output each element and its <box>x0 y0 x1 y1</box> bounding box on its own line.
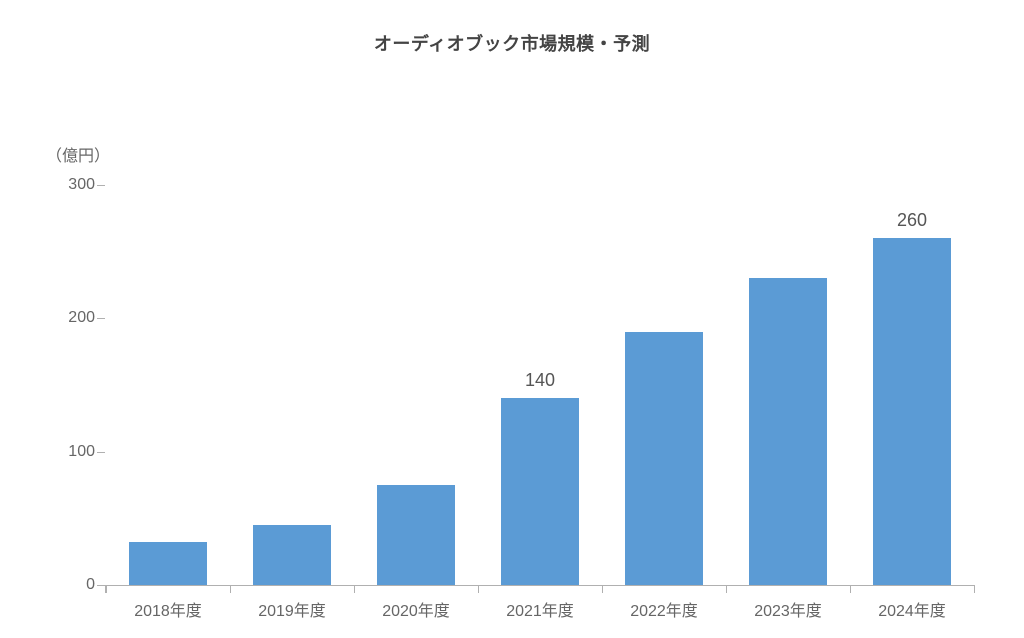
x-tick-label: 2022年度 <box>602 597 726 621</box>
y-tick-mark <box>97 318 105 319</box>
bar-value-label: 260 <box>897 210 927 231</box>
x-tick-label: 2021年度 <box>478 597 602 621</box>
x-tick-label: 2024年度 <box>850 597 974 621</box>
y-tick-label: 300 <box>55 176 95 194</box>
bar <box>129 542 207 585</box>
y-axis-unit-label: （億円） <box>46 142 110 166</box>
x-tick-mark <box>850 585 851 593</box>
chart-title: オーディオブック市場規模・予測 <box>0 30 1024 56</box>
bar <box>625 332 703 585</box>
bar <box>377 485 455 585</box>
bar-value-label: 140 <box>525 370 555 391</box>
bar <box>253 525 331 585</box>
y-tick-mark <box>97 585 105 586</box>
x-tick-mark <box>974 585 975 593</box>
y-tick-mark <box>97 185 105 186</box>
y-tick-label: 0 <box>55 576 95 594</box>
x-tick-mark <box>354 585 355 593</box>
bar <box>501 398 579 585</box>
x-tick-label: 2019年度 <box>230 597 354 621</box>
x-tick-mark <box>106 585 107 593</box>
x-tick-mark <box>726 585 727 593</box>
bar <box>749 278 827 585</box>
x-tick-mark <box>478 585 479 593</box>
y-tick-label: 100 <box>55 443 95 461</box>
x-tick-label: 2018年度 <box>106 597 230 621</box>
x-tick-mark <box>602 585 603 593</box>
y-tick-label: 200 <box>55 309 95 327</box>
x-tick-label: 2023年度 <box>726 597 850 621</box>
x-tick-label: 2020年度 <box>354 597 478 621</box>
x-tick-mark <box>230 585 231 593</box>
chart-container: オーディオブック市場規模・予測 （億円） 0 100 200 300 2018年度201… <box>0 0 1024 638</box>
y-tick-mark <box>97 452 105 453</box>
bar <box>873 238 951 585</box>
